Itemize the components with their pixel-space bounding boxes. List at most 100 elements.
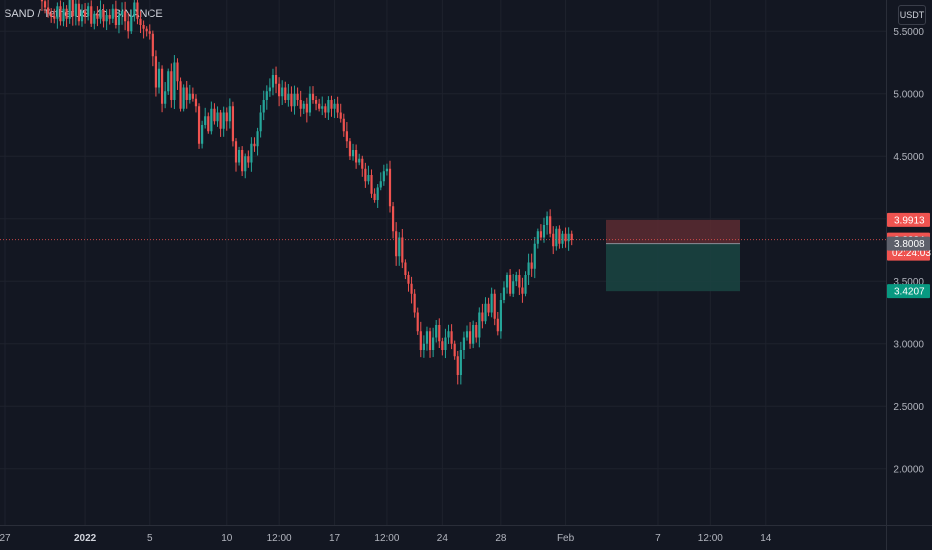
candle-body: [308, 93, 312, 113]
candle-body: [56, 6, 59, 19]
candle: [225, 107, 228, 131]
candle-body: [274, 75, 278, 84]
stop-loss-zone: [606, 219, 740, 244]
candle-body: [114, 8, 117, 25]
candle: [444, 328, 447, 359]
price-unit-button[interactable]: USDT: [898, 5, 926, 25]
candle: [475, 322, 478, 343]
candle: [139, 11, 142, 34]
candle: [296, 87, 299, 106]
candle: [542, 217, 546, 243]
candle: [561, 230, 564, 249]
candle: [509, 269, 512, 297]
candle: [407, 271, 410, 292]
candle-body: [87, 6, 90, 17]
candle: [413, 289, 416, 318]
candle: [278, 77, 281, 107]
candle: [496, 311, 499, 336]
candle-body: [490, 293, 493, 313]
candle-body: [96, 13, 99, 19]
candle: [419, 321, 422, 358]
candle: [207, 112, 210, 134]
time-tick-label: 17: [329, 533, 341, 544]
candle: [173, 55, 176, 110]
candle: [133, 0, 136, 22]
candle: [432, 327, 435, 358]
candle-body: [167, 71, 170, 92]
stop-price-badge-bg: [887, 212, 930, 227]
chart-header-title: SAND / TetherUS, 4h, BINANCE: [4, 8, 163, 20]
candle-body: [348, 141, 352, 157]
candle-body: [210, 108, 213, 132]
candle: [373, 188, 376, 203]
candle: [145, 26, 148, 37]
candle: [151, 30, 154, 67]
candle: [358, 153, 361, 166]
take-profit-zone: [606, 243, 740, 292]
candle-body: [438, 325, 441, 342]
candle-body: [80, 11, 84, 22]
candle: [490, 287, 493, 318]
candle: [361, 155, 364, 177]
price-countdown: 02:24:03: [892, 248, 931, 259]
candle-body: [281, 87, 284, 97]
candle-body: [468, 331, 472, 344]
candle: [401, 228, 404, 269]
candle: [536, 228, 539, 249]
candle: [87, 2, 90, 21]
candle: [422, 335, 425, 358]
candle: [293, 85, 296, 115]
candle-body: [225, 112, 228, 122]
candle-body: [117, 15, 121, 25]
candle-body: [204, 116, 207, 125]
candle-body: [111, 8, 114, 19]
candle: [59, 0, 62, 26]
candle-body: [71, 0, 74, 17]
candle: [62, 2, 65, 27]
candle-body: [142, 25, 145, 29]
candle-body: [333, 103, 336, 109]
candle: [364, 162, 367, 188]
candle-body: [321, 106, 324, 109]
candle-body: [250, 143, 253, 163]
candle-body: [324, 106, 327, 113]
candle-body: [552, 233, 555, 247]
candle-body: [256, 131, 259, 147]
candle: [167, 68, 170, 95]
candle: [194, 94, 198, 113]
candle: [441, 337, 444, 356]
candle: [351, 143, 355, 161]
candle-body: [459, 350, 462, 375]
candle: [438, 318, 441, 349]
candle: [428, 327, 432, 358]
candle: [68, 0, 71, 24]
candle: [385, 163, 389, 176]
candle-body: [170, 71, 173, 100]
candle: [241, 146, 244, 177]
candle: [465, 325, 469, 341]
candle: [50, 8, 53, 23]
target-price-badge: 3.4207: [894, 287, 925, 298]
candle-body: [379, 181, 382, 188]
candle-body: [419, 331, 422, 350]
candle-body: [376, 187, 379, 200]
candle: [410, 276, 413, 304]
candle: [570, 230, 573, 246]
candle-body: [478, 312, 481, 338]
candle: [567, 227, 570, 251]
candle: [484, 297, 487, 325]
price-tick-label: 2.0000: [893, 464, 924, 475]
candle-body: [413, 293, 416, 313]
candle: [327, 96, 330, 120]
candle: [228, 98, 231, 129]
position-zones: [606, 219, 740, 292]
candle: [90, 0, 93, 27]
candle: [333, 98, 336, 119]
candle: [83, 3, 87, 24]
candle-body: [453, 343, 456, 357]
candle-body: [545, 216, 549, 225]
candle: [515, 271, 518, 287]
candle-body: [247, 156, 250, 163]
candle-body: [231, 106, 235, 142]
